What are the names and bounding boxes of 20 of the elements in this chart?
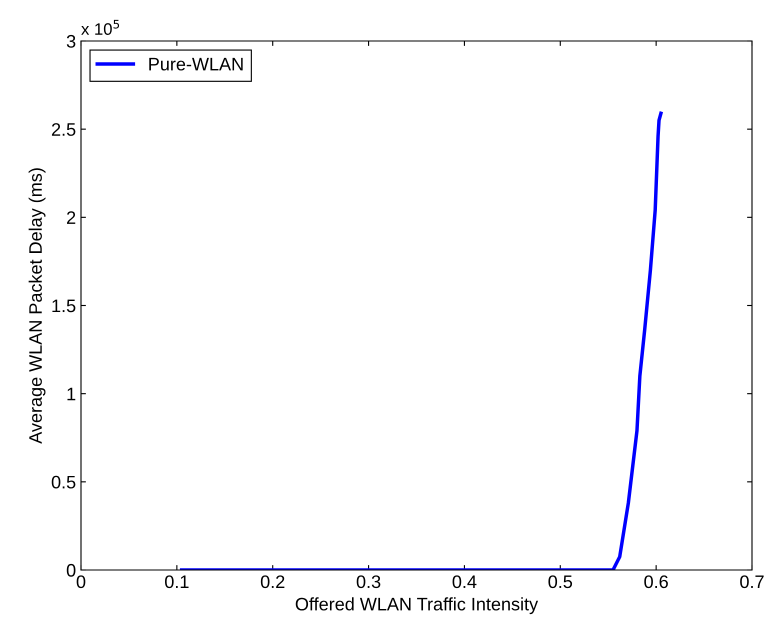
y-tick-label: 1 [67, 388, 76, 400]
x-tick-label: 0 [76, 575, 86, 588]
y-tick-label: 0 [66, 564, 76, 577]
x-tick-label: 0.4 [452, 575, 476, 588]
x-axis-title: Offered WLAN Traffic Intensity [296, 597, 538, 614]
x-tick-label: 0.3 [356, 575, 380, 588]
legend-label: Pure-WLAN [149, 58, 243, 71]
y-tick-label: 2.5 [52, 123, 76, 136]
y-tick-label: 1.5 [52, 300, 76, 312]
y-tick-label: 3 [66, 34, 76, 48]
x-tick-label: 0.7 [740, 575, 764, 588]
y-tick-label: 0.5 [52, 476, 76, 489]
x-tick-label: 0.2 [260, 575, 284, 588]
x-tick-label: 0.5 [548, 575, 572, 588]
y-axis-title: Average WLAN Packet Delay (ms) [28, 168, 46, 444]
y-tick-label: 2 [67, 211, 76, 224]
x-tick-label: 0.6 [644, 575, 668, 588]
x-tick-label: 0.1 [165, 575, 189, 588]
text: x 10$^{5}$ [81, 20, 120, 35]
line-series [180, 112, 663, 570]
